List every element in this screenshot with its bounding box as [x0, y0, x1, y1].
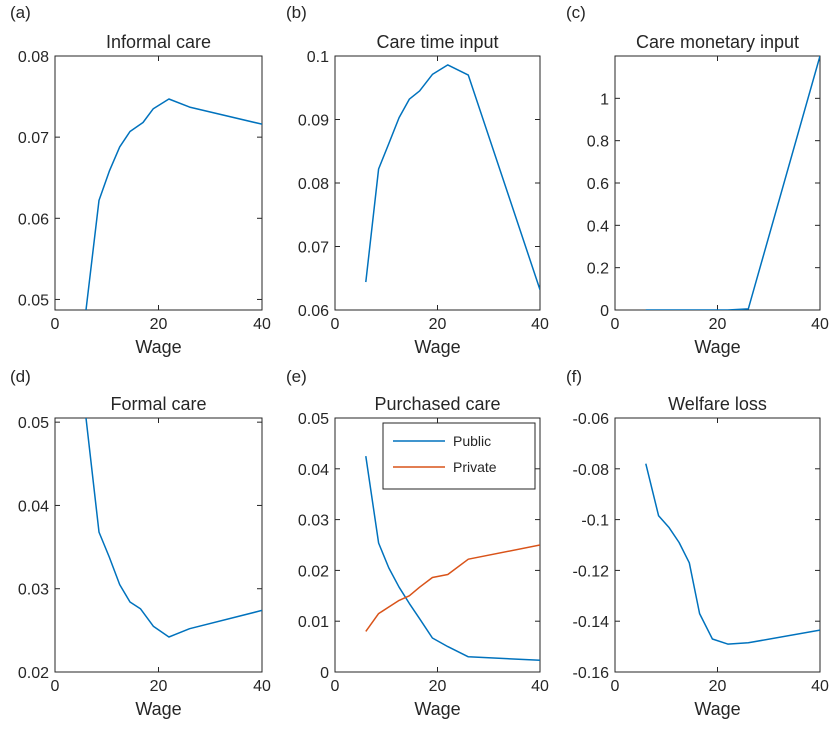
panel-2: (b) Care time input 0 20 40 0.06 0.07 0.08 0.09 0… — [286, 3, 549, 357]
panel-title: Informal care — [106, 32, 211, 52]
x-axis-label: Wage — [135, 337, 181, 357]
panel-title: Purchased care — [374, 394, 500, 414]
axes-box — [54, 417, 263, 673]
series-line — [85, 418, 262, 638]
series-line-public — [365, 455, 540, 662]
y-tick-label: 0 — [320, 665, 329, 682]
y-tick-label: 0.06 — [298, 303, 329, 320]
y-tick-label: -0.14 — [573, 614, 610, 631]
y-tick-label: 0.08 — [18, 49, 49, 66]
x-tick-label: 20 — [709, 678, 727, 695]
panel-title: Care monetary input — [636, 32, 799, 52]
y-tick-label: -0.12 — [573, 563, 610, 580]
y-tick-label: -0.1 — [581, 513, 609, 530]
x-tick-label: 0 — [51, 316, 60, 333]
y-tick-label: 0 — [600, 303, 609, 320]
x-tick-label: 40 — [811, 678, 829, 695]
x-tick-label: 0 — [51, 678, 60, 695]
y-tick-label: 0.09 — [298, 113, 329, 130]
y-tick-label: 0.04 — [298, 462, 329, 479]
y-tick-label: 0.4 — [587, 218, 609, 235]
y-tick-label: 0.8 — [587, 134, 609, 151]
y-tick-label: 1 — [600, 91, 609, 108]
y-tick-label: 0.05 — [298, 411, 329, 428]
y-tick-label: 0.07 — [298, 240, 329, 257]
y-tick-label: 0.04 — [18, 498, 49, 515]
y-tick-label: -0.16 — [573, 665, 610, 682]
panel-label: (c) — [566, 3, 586, 22]
panel-title: Formal care — [110, 394, 206, 414]
series-line — [85, 98, 262, 310]
x-tick-label: 20 — [709, 316, 727, 333]
x-axis-label: Wage — [414, 337, 460, 357]
legend-box — [382, 422, 536, 490]
y-tick-label: 0.03 — [18, 582, 49, 599]
x-axis-label: Wage — [414, 699, 460, 719]
x-tick-label: 40 — [253, 316, 271, 333]
panel-label: (f) — [566, 367, 582, 386]
x-tick-label: 0 — [331, 678, 340, 695]
x-tick-label: 20 — [150, 316, 168, 333]
y-tick-label: 0.2 — [587, 261, 609, 278]
axes-box — [614, 55, 821, 311]
x-tick-label: 0 — [611, 316, 620, 333]
y-tick-label: 0.08 — [298, 176, 329, 193]
y-tick-label: 0.1 — [307, 49, 329, 66]
axes-box — [614, 417, 821, 673]
x-tick-label: 20 — [150, 678, 168, 695]
x-tick-label: 40 — [531, 316, 549, 333]
x-axis-label: Wage — [135, 699, 181, 719]
y-tick-label: 0.05 — [18, 415, 49, 432]
y-tick-label: 0.02 — [18, 665, 49, 682]
x-tick-label: 0 — [611, 678, 620, 695]
x-tick-label: 0 — [331, 316, 340, 333]
panel-title: Care time input — [376, 32, 498, 52]
x-tick-label: 20 — [429, 678, 447, 695]
y-tick-label: 0.02 — [298, 563, 329, 580]
axes-box — [334, 55, 541, 311]
panel-5: (e) Purchased care 0 20 40 0 0.01 0.02 0.03 0.04 0… — [286, 367, 549, 719]
x-tick-label: 40 — [253, 678, 271, 695]
y-tick-label: 0.06 — [18, 211, 49, 228]
panel-label: (b) — [286, 3, 307, 22]
panel-1: (a) Informal care 0 20 40 0.05 0.06 0.07 0.08 Wag… — [10, 3, 271, 357]
x-axis-label: Wage — [694, 699, 740, 719]
series-line — [645, 56, 820, 310]
panel-6: (f) Welfare loss 0 20 40 -0.16 -0.14 -0.12 -0.1 -… — [566, 367, 829, 719]
axes-box — [54, 55, 263, 311]
series-line — [365, 64, 540, 290]
x-tick-label: 20 — [429, 316, 447, 333]
y-tick-label: 0.03 — [298, 513, 329, 530]
panel-label: (a) — [10, 3, 31, 22]
y-tick-label: 0.01 — [298, 614, 329, 631]
x-tick-label: 40 — [531, 678, 549, 695]
series-line — [645, 463, 820, 645]
y-tick-label: 0.07 — [18, 130, 49, 147]
series-line-private — [365, 544, 540, 632]
legend-entry: Private — [453, 459, 497, 475]
panel-label: (d) — [10, 367, 31, 386]
y-tick-label: 0.6 — [587, 176, 609, 193]
legend-entry: Public — [453, 433, 491, 449]
panel-title: Welfare loss — [668, 394, 767, 414]
y-tick-label: 0.05 — [18, 292, 49, 309]
panel-label: (e) — [286, 367, 307, 386]
panel-3: (c) Care monetary input 0 20 40 0 0.2 0.4 0.6 0.8… — [566, 3, 829, 357]
legend: Public Private — [382, 422, 536, 490]
panel-4: (d) Formal care 0 20 40 0.02 0.03 0.04 0.05 Wage — [10, 367, 271, 719]
y-tick-label: -0.06 — [573, 411, 610, 428]
x-axis-label: Wage — [694, 337, 740, 357]
x-tick-label: 40 — [811, 316, 829, 333]
y-tick-label: -0.08 — [573, 462, 610, 479]
